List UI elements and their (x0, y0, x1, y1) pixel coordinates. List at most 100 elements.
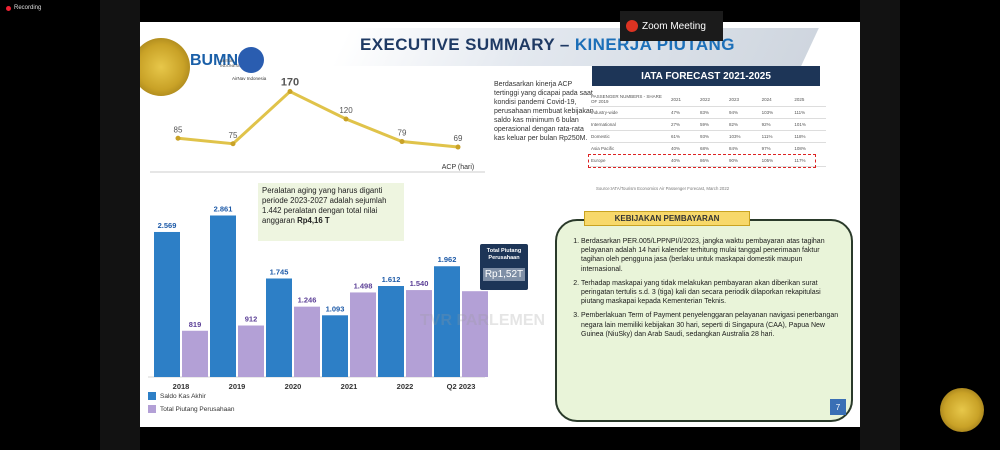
table-cell: Industry-wide (590, 106, 670, 119)
table-cell: Domestic (590, 130, 670, 143)
table-cell: 108% (794, 146, 806, 152)
acp-data-point (399, 139, 405, 145)
acp-data-label: 75 (229, 131, 238, 140)
acp-data-point (343, 116, 349, 122)
policy-item: Pemberlakuan Term of Payment penyelengga… (581, 311, 839, 339)
cash-bar (266, 278, 292, 377)
table-cell: International (590, 118, 670, 131)
aging-note-amount: Rp4,16 T (297, 216, 330, 225)
table-cell: 101% (793, 118, 826, 131)
bar-data-label: 2.569 (158, 221, 177, 230)
airnav-logo-icon (238, 47, 264, 73)
policy-title: KEBIJAKAN PEMBAYARAN (584, 211, 750, 226)
table-row-highlighted: Asia Pacific 40% 68% 84% 97% 108% (590, 143, 826, 155)
iata-forecast-title: IATA FORECAST 2021-2025 (592, 66, 820, 86)
bar-data-label: 819 (189, 320, 202, 329)
bumn-logo-text: BUMN (190, 52, 238, 69)
bar-x-tick-label: 2021 (341, 382, 358, 391)
acp-data-label: 120 (339, 106, 353, 115)
acp-data-label: 69 (454, 134, 463, 143)
record-dot-icon (6, 5, 11, 11)
acp-data-label: 79 (398, 129, 407, 138)
bar-data-label: 1.540 (410, 279, 429, 288)
receivables-bar (462, 291, 488, 377)
zoom-logo-icon (626, 20, 638, 32)
cash-bar (378, 286, 404, 377)
iata-forecast-table: PASSENGER NUMBERS - SHARE OF 2019 2021 2… (590, 92, 826, 167)
table-cell: 68% (700, 146, 710, 152)
acp-unit-label: ACP (hari) (442, 164, 475, 171)
bar-data-label: 1.612 (382, 275, 401, 284)
bumn-tagline: UNTUK INDONESIA (220, 58, 243, 68)
table-cell: 83% (699, 106, 729, 119)
legend-swatch (148, 405, 156, 413)
table-cell: Europe (590, 154, 670, 167)
iata-header-row: PASSENGER NUMBERS - SHARE OF 2019 2021 2… (590, 92, 826, 107)
cash-receivables-bar-chart: 2.569 2.861 1.745 1.093 1.612 1.962 819 912 1.24… (148, 204, 488, 391)
table-cell: 117% (793, 154, 826, 167)
bar-data-label: 1.498 (354, 281, 373, 290)
table-cell: 118% (793, 130, 826, 143)
legend-label: Total Piutang Perusahaan (160, 405, 235, 413)
total-receivables-value: Rp1,52T (483, 268, 525, 281)
policy-item: Terhadap maskapai yang tidak melakukan p… (581, 279, 839, 307)
bar-x-tick-label: 2018 (173, 382, 190, 391)
table-cell: 61% (670, 130, 700, 143)
table-cell: 105% (760, 154, 794, 167)
acp-data-point (287, 89, 293, 94)
left-margin (100, 0, 140, 450)
receivables-bar (182, 330, 208, 377)
acp-data-point (230, 141, 236, 147)
acp-data-point (175, 135, 181, 141)
table-cell: 103% (728, 130, 761, 143)
airnav-logo-text: AirNav Indonesia (232, 76, 267, 81)
table-cell: 97% (761, 146, 771, 152)
cash-bar (210, 215, 236, 377)
bar-data-label: 1.093 (326, 304, 345, 313)
aging-equipment-note: Peralatan aging yang harus diganti perio… (258, 183, 404, 241)
table-cell: 93% (699, 130, 729, 143)
receivables-bar (294, 306, 320, 377)
page-number: 7 (830, 399, 846, 415)
logo-group: BUMN UNTUK INDONESIA AirNav Indonesia (140, 38, 290, 99)
garuda-emblem-icon (140, 38, 190, 96)
bar-x-tick-label: 2022 (397, 382, 414, 391)
chart-legend: Saldo Kas Akhir Total Piutang Perusahaan (148, 392, 234, 418)
table-cell: 82% (728, 118, 761, 131)
bar-data-label: 912 (245, 315, 258, 324)
recording-indicator: Recording (6, 5, 41, 11)
bar-data-label: 2.861 (214, 204, 233, 213)
table-row: Industry-wide 47% 83% 94% 103% 111% (590, 106, 826, 119)
acp-line-chart: 8520187520191702020120202179202269Q2 202… (150, 77, 485, 173)
acp-series-line (177, 89, 459, 149)
iata-header-cell: 2024 (760, 92, 794, 107)
cash-bar (154, 231, 180, 377)
table-cell: 40% (671, 146, 681, 152)
policy-item: Berdasarkan PER.005/LPPNPI/I/2023, jangk… (581, 237, 839, 274)
tv-watermark: TVR PARLEMEN (420, 312, 546, 329)
iata-header-cell: 2022 (699, 92, 729, 107)
table-cell: 94% (728, 106, 761, 119)
table-cell: Asia Pacific (591, 146, 615, 152)
bar-data-label: 1.745 (270, 267, 289, 276)
receivables-bar (350, 292, 376, 377)
iata-header-cell: 2021 (670, 92, 700, 107)
receivables-bar (238, 325, 264, 377)
recording-label: Recording (14, 5, 42, 11)
title-part-1: EXECUTIVE SUMMARY – (360, 35, 575, 54)
iata-header-cell: PASSENGER NUMBERS - SHARE OF 2019 (590, 92, 670, 107)
cash-bar (322, 315, 348, 377)
parliament-emblem-icon (940, 388, 984, 432)
acp-data-label: 170 (281, 77, 299, 89)
total-receivables-label: Total Piutang Perusahaan (486, 248, 522, 261)
shared-slide: EXECUTIVE SUMMARY – KINERJA PIUTANG BUMN… (140, 22, 860, 427)
table-cell: 111% (760, 130, 794, 143)
policy-list: Berdasarkan PER.005/LPPNPI/I/2023, jangk… (571, 237, 839, 339)
table-row: Europe 40% 86% 90% 105% 117% (590, 154, 826, 167)
table-cell: 86% (699, 154, 729, 167)
legend-item-cash: Saldo Kas Akhir (148, 392, 234, 400)
bar-x-tick-label: 2019 (229, 382, 246, 391)
asia-pacific-highlight (588, 154, 816, 168)
right-margin (860, 0, 900, 450)
